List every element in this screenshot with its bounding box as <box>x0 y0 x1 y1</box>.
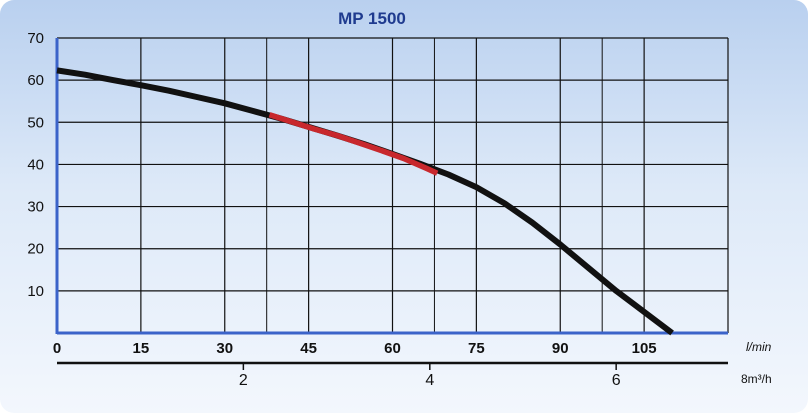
x-tick-label: 15 <box>133 340 150 357</box>
x-unit-label: l/min <box>746 340 772 354</box>
optimal-range-line <box>268 112 439 176</box>
y-tick-label: 40 <box>27 156 44 173</box>
x-tick-label: 90 <box>552 340 569 357</box>
x-tick-label: 45 <box>300 340 317 357</box>
y-tick-label: 10 <box>27 283 44 300</box>
y-tick-label: 20 <box>27 241 44 258</box>
x-tick-label: 0 <box>53 340 61 357</box>
x-tick-label: 60 <box>384 340 401 357</box>
chart-title: MP 1500 <box>338 9 406 28</box>
x-tick-label: 75 <box>468 340 485 357</box>
series-lines <box>56 67 674 336</box>
tick-labels: 10 20 30 40 50 60 70 0 15 30 45 60 75 90 105 2 4 6 <box>27 30 656 389</box>
pump-curve-line <box>56 67 674 336</box>
x2-tick-label: 2 <box>239 372 248 389</box>
axes <box>55 38 728 370</box>
x2-tick-label: 6 <box>612 372 621 389</box>
x-tick-label: 105 <box>632 340 657 357</box>
x2-unit-label: 8m³/h <box>741 372 772 386</box>
y-tick-label: 60 <box>27 72 44 89</box>
x2-tick-label: 4 <box>425 372 434 389</box>
y-tick-label: 50 <box>27 114 44 131</box>
y-tick-label: 70 <box>27 30 44 47</box>
x-tick-label: 30 <box>216 340 233 357</box>
y-tick-label: 30 <box>27 199 44 216</box>
grid <box>57 37 729 333</box>
